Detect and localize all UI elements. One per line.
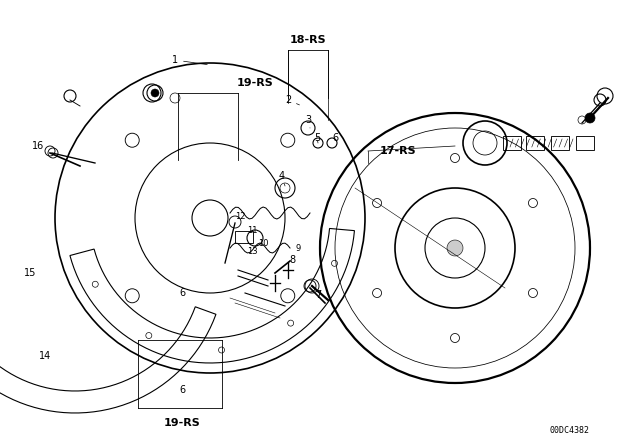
Text: 5: 5: [314, 133, 320, 143]
Text: 11: 11: [247, 225, 257, 234]
Text: 1: 1: [172, 55, 207, 65]
Bar: [503, 136, 521, 150]
Text: 00DC4382: 00DC4382: [550, 426, 590, 435]
Text: 4: 4: [279, 171, 285, 186]
Text: 14: 14: [39, 351, 51, 361]
Text: 8: 8: [289, 255, 295, 265]
Text: 3: 3: [305, 115, 311, 128]
Text: 7: 7: [315, 290, 321, 300]
Bar: [235, 231, 253, 243]
Text: 16: 16: [32, 141, 44, 151]
Text: 19-RS: 19-RS: [237, 78, 273, 88]
Text: 17-RS: 17-RS: [380, 146, 416, 156]
Circle shape: [585, 113, 595, 123]
Bar: [551, 136, 569, 150]
Bar: [526, 136, 544, 150]
Text: 15: 15: [24, 268, 36, 278]
Text: 13: 13: [246, 246, 257, 255]
Text: 19-RS: 19-RS: [164, 418, 200, 428]
Text: 12: 12: [235, 211, 245, 220]
Text: 6: 6: [179, 385, 185, 395]
Circle shape: [151, 89, 159, 97]
Text: 6: 6: [332, 133, 338, 143]
Bar: [576, 136, 594, 150]
Circle shape: [447, 240, 463, 256]
Text: 10: 10: [258, 238, 268, 247]
Text: 6: 6: [179, 288, 185, 298]
Text: 18-RS: 18-RS: [290, 35, 326, 45]
Text: 9: 9: [296, 244, 301, 253]
Text: 2: 2: [285, 95, 300, 105]
